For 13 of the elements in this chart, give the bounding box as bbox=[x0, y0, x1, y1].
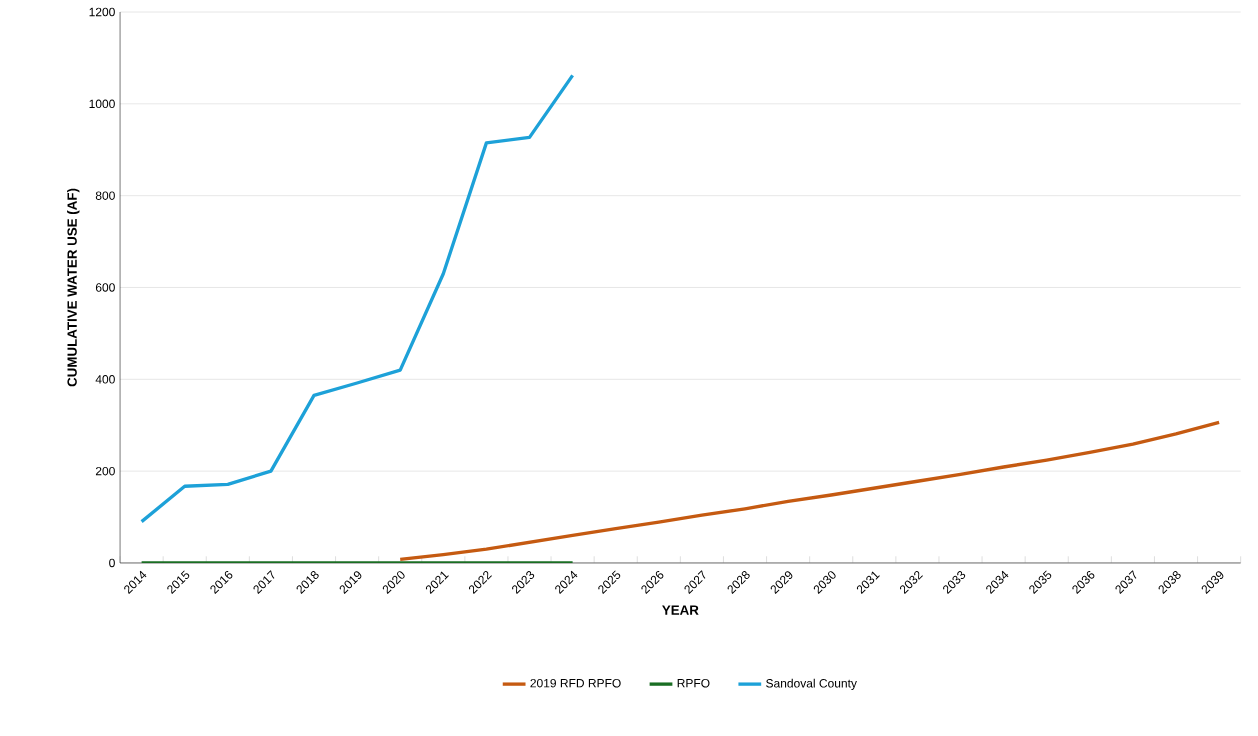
y-tick-label: 0 bbox=[109, 558, 115, 568]
y-tick-label: 600 bbox=[95, 283, 115, 292]
legend-label: 2019 RFD RPFO bbox=[530, 678, 621, 688]
y-axis-title: CUMULATIVE WATER USE (AF) bbox=[67, 188, 80, 387]
y-tick-label: 200 bbox=[95, 466, 115, 476]
line-series bbox=[139, 73, 575, 524]
legend-label: RPFO bbox=[677, 678, 710, 688]
y-tick-label: 1200 bbox=[89, 7, 115, 17]
y-tick-label: 800 bbox=[95, 191, 115, 200]
y-tick-label: 1000 bbox=[89, 99, 115, 108]
x-axis-title: YEAR bbox=[662, 605, 699, 615]
y-tick-label: 400 bbox=[95, 374, 115, 384]
legend-label: Sandoval County bbox=[766, 678, 857, 690]
